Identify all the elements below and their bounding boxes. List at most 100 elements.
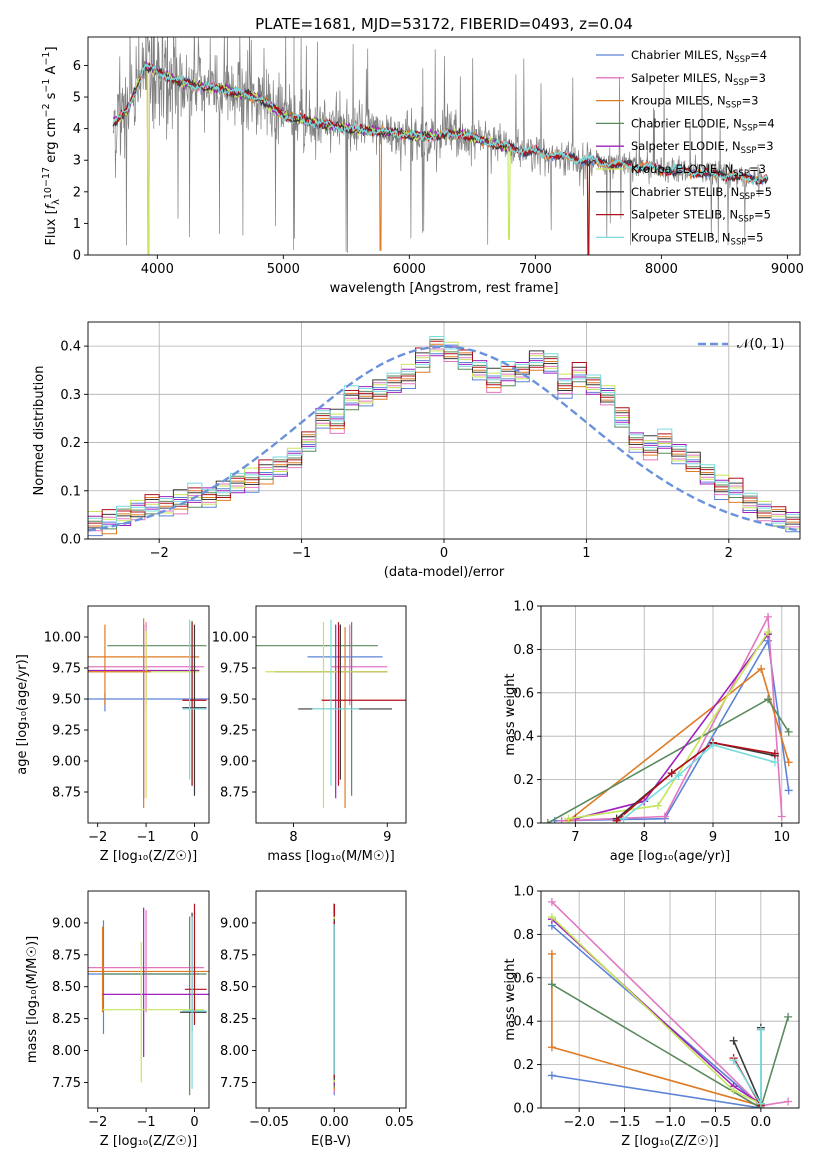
y-tick-label: 5 xyxy=(73,91,81,106)
y-tick-label: 6 xyxy=(73,59,81,74)
legend-label-sub: SSP xyxy=(733,169,749,179)
legend-label: Salpeter STELIB, NSSP=5 xyxy=(631,208,771,225)
series-line-age xyxy=(616,741,776,822)
x-tick-label: −1.0 xyxy=(654,1115,686,1130)
y-tick-label: 0.4 xyxy=(513,1015,534,1030)
gaussian-curve xyxy=(88,345,800,532)
series-point-marker xyxy=(547,980,556,989)
plot-area xyxy=(88,903,209,1096)
legend-label-sub: SSP xyxy=(731,237,747,247)
x-tick-label: −0.05 xyxy=(249,1115,289,1130)
axes-mass_vs_z: −2 −1 0 7.75 8.00 8.25 8.50 8.75 9.00 Z [log₁₀(Z/… xyxy=(25,890,210,1149)
x-axis-label: Z [log₁₀(Z/Z☉)] xyxy=(100,1134,197,1149)
legend-label-sub: SSP xyxy=(726,101,742,111)
axes-frame xyxy=(87,890,210,1109)
y-tick-label: 1.0 xyxy=(513,885,534,900)
series-point-marker xyxy=(729,1056,738,1065)
legend-label-count: =5 xyxy=(754,208,771,222)
legend-label-name: Salpeter STELIB, N xyxy=(631,208,738,222)
x-tick-label: 0.0 xyxy=(751,1115,772,1130)
y-tick-label: 4 xyxy=(73,122,81,137)
series-line-age xyxy=(547,698,790,823)
plot-area xyxy=(543,612,793,823)
series-point-marker xyxy=(764,612,773,621)
series-point-marker xyxy=(784,786,793,795)
y-tick-label: 9.75 xyxy=(52,662,81,677)
x-tick-label: −1.5 xyxy=(609,1115,641,1130)
y-tick-label: 0 xyxy=(73,249,81,264)
legend-label: Chabrier ELODIE, NSSP=4 xyxy=(631,116,775,133)
y-tick-label: 9.00 xyxy=(220,755,249,770)
series-point-marker xyxy=(784,1097,793,1106)
series-point-marker xyxy=(784,1012,793,1021)
legend-label-name: Salpeter MILES, N xyxy=(631,71,733,85)
legend-label-count: =4 xyxy=(758,116,775,130)
series-line-age xyxy=(561,613,783,822)
series-point-marker xyxy=(777,812,786,821)
series-point-marker xyxy=(547,897,556,906)
y-axis-label-part: −1 xyxy=(41,52,52,66)
series-point-marker xyxy=(674,771,683,780)
y-tick-label: 0.2 xyxy=(513,773,534,788)
x-tick-label: 7000 xyxy=(519,262,552,277)
x-tick-label: −1 xyxy=(136,830,155,845)
x-tick-label: −0.5 xyxy=(700,1115,732,1130)
y-axis-label-part: s xyxy=(44,92,59,103)
y-axis-label-part: erg cm xyxy=(44,118,59,167)
series-point-marker xyxy=(660,812,669,821)
x-axis-label: Z [log₁₀(Z/Z☉)] xyxy=(621,1134,718,1149)
y-tick-label: 8.75 xyxy=(220,948,249,963)
legend-label: 𝒩(0, 1) xyxy=(737,337,784,352)
series-point-marker xyxy=(764,628,773,637)
y-tick-label: 8.00 xyxy=(220,1044,249,1059)
y-axis-label: mass weight xyxy=(503,958,518,1040)
y-tick-label: 8.25 xyxy=(52,1012,81,1027)
x-axis-label: E(B-V) xyxy=(311,1134,351,1149)
series-line-age xyxy=(568,667,790,822)
histogram-kroupa-stelib xyxy=(88,336,800,527)
y-tick-label: 8.75 xyxy=(52,786,81,801)
y-tick-label: 2 xyxy=(73,185,81,200)
y-tick-label: 9.25 xyxy=(220,724,249,739)
axes-frame xyxy=(255,890,407,1109)
axes-residuals: −2 −1 0 1 2 0.0 0.1 0.2 0.3 0.4 (data-model)/error… xyxy=(32,321,801,580)
y-axis-label-part: Flux [ xyxy=(44,209,59,245)
axes-age_vs_z: −2 −1 0 8.75 9.00 9.25 9.50 9.75 10.00 Z [log₁₀(Z… xyxy=(15,605,210,864)
axes-age_vs_mass: 8 9 8.75 9.00 9.25 9.50 9.75 10.00 mass [log₁₀(M… xyxy=(212,605,407,864)
plot-area xyxy=(112,37,769,255)
legend-label: Kroupa ELODIE, NSSP=3 xyxy=(631,162,766,179)
x-tick-label: 8 xyxy=(289,830,297,845)
plot-area xyxy=(88,618,209,809)
x-tick-label: 8 xyxy=(640,830,648,845)
x-tick-label: 0 xyxy=(190,830,198,845)
y-axis-label-part: −17 xyxy=(41,167,52,187)
x-tick-label: 4000 xyxy=(141,262,174,277)
y-axis-label: mass [log₁₀(M/M☉)] xyxy=(25,936,40,1063)
series-point-marker xyxy=(757,664,766,673)
x-tick-label: 0 xyxy=(440,546,448,561)
y-tick-label: 0.1 xyxy=(60,484,81,499)
plot-area xyxy=(256,619,406,809)
legend-label-sub: SSP xyxy=(739,192,755,202)
y-tick-label: 8.75 xyxy=(220,786,249,801)
legend-label-count: =3 xyxy=(741,94,758,108)
x-tick-label: −2 xyxy=(88,1115,107,1130)
series-point-marker xyxy=(756,1025,765,1034)
series-line-age xyxy=(568,631,769,820)
legend-label-name: Kroupa ELODIE, N xyxy=(631,162,733,176)
y-tick-label: 1 xyxy=(73,217,81,232)
legend-label: Salpeter MILES, NSSP=3 xyxy=(631,71,766,88)
y-tick-label: 9.00 xyxy=(52,916,81,931)
x-tick-label: −1 xyxy=(292,546,311,561)
y-tick-label: 8.50 xyxy=(220,980,249,995)
y-tick-label: 0.4 xyxy=(60,340,81,355)
y-axis-label: mass weight xyxy=(503,673,518,755)
model-spectrum-kroupa-stelib xyxy=(112,61,769,185)
legend-label: Kroupa MILES, NSSP=3 xyxy=(631,94,758,111)
series-point-marker xyxy=(729,1036,738,1045)
y-tick-label: 0.0 xyxy=(60,533,81,548)
y-tick-label: 7.75 xyxy=(220,1076,249,1091)
legend-label-sub: SSP xyxy=(733,78,749,88)
